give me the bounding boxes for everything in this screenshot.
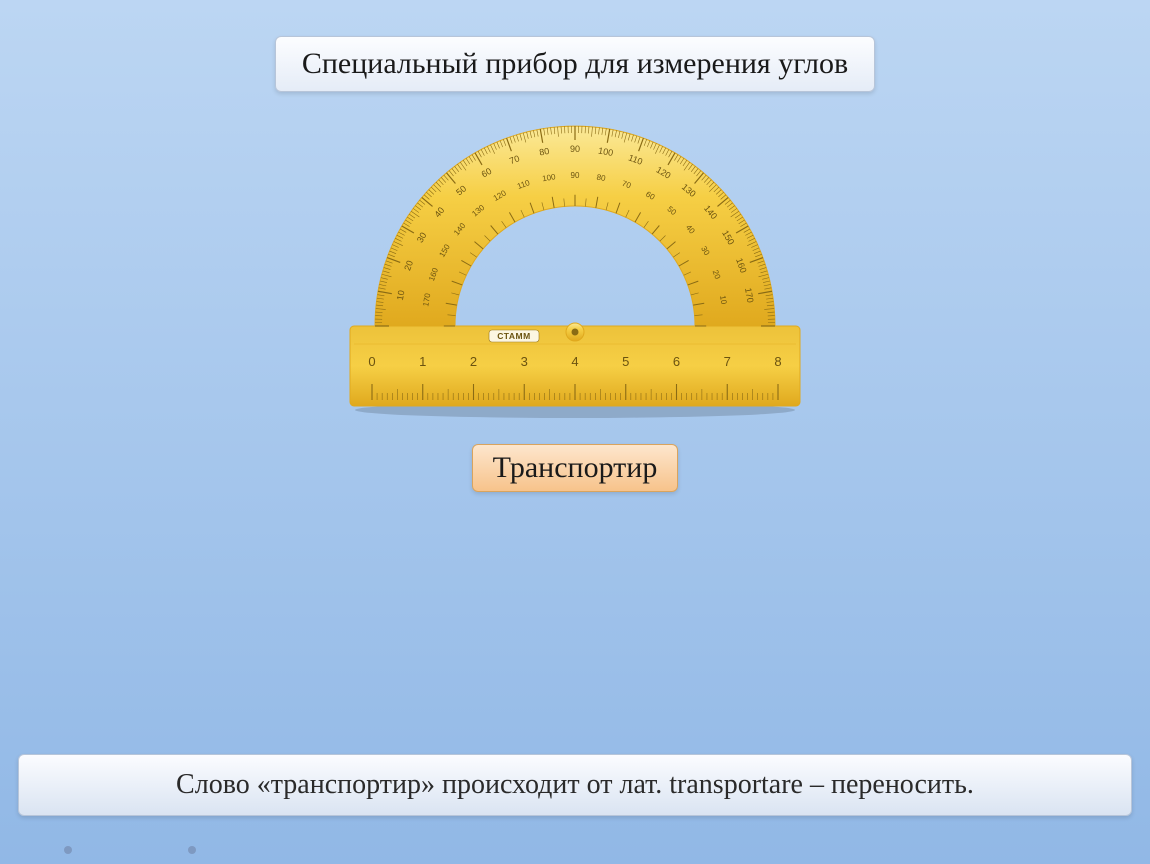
svg-text:7: 7 [724,354,731,369]
svg-text:5: 5 [622,354,629,369]
slide: Специальный прибор для измерения углов 1… [0,0,1150,864]
svg-text:10: 10 [395,289,407,301]
object-label-box: Транспортир [472,444,679,492]
title-box: Специальный прибор для измерения углов [275,36,875,92]
svg-text:90: 90 [570,144,580,154]
svg-text:СТАММ: СТАММ [497,331,530,341]
svg-text:4: 4 [571,354,578,369]
svg-text:6: 6 [673,354,680,369]
svg-text:3: 3 [521,354,528,369]
title-text: Специальный прибор для измерения углов [302,47,848,80]
footer-text: Слово «транспортир» происходит от лат. t… [176,769,974,800]
svg-text:8: 8 [774,354,781,369]
footer-box: Слово «транспортир» происходит от лат. t… [18,754,1132,816]
svg-text:90: 90 [571,171,580,180]
decoration-dot [188,846,196,854]
svg-text:80: 80 [538,146,550,158]
svg-text:0: 0 [368,354,375,369]
svg-text:2: 2 [470,354,477,369]
svg-text:1: 1 [419,354,426,369]
decoration-dot [64,846,72,854]
object-label-text: Транспортир [493,451,658,484]
protractor-image: 1020304050607080901001101201301401501601… [345,116,805,426]
